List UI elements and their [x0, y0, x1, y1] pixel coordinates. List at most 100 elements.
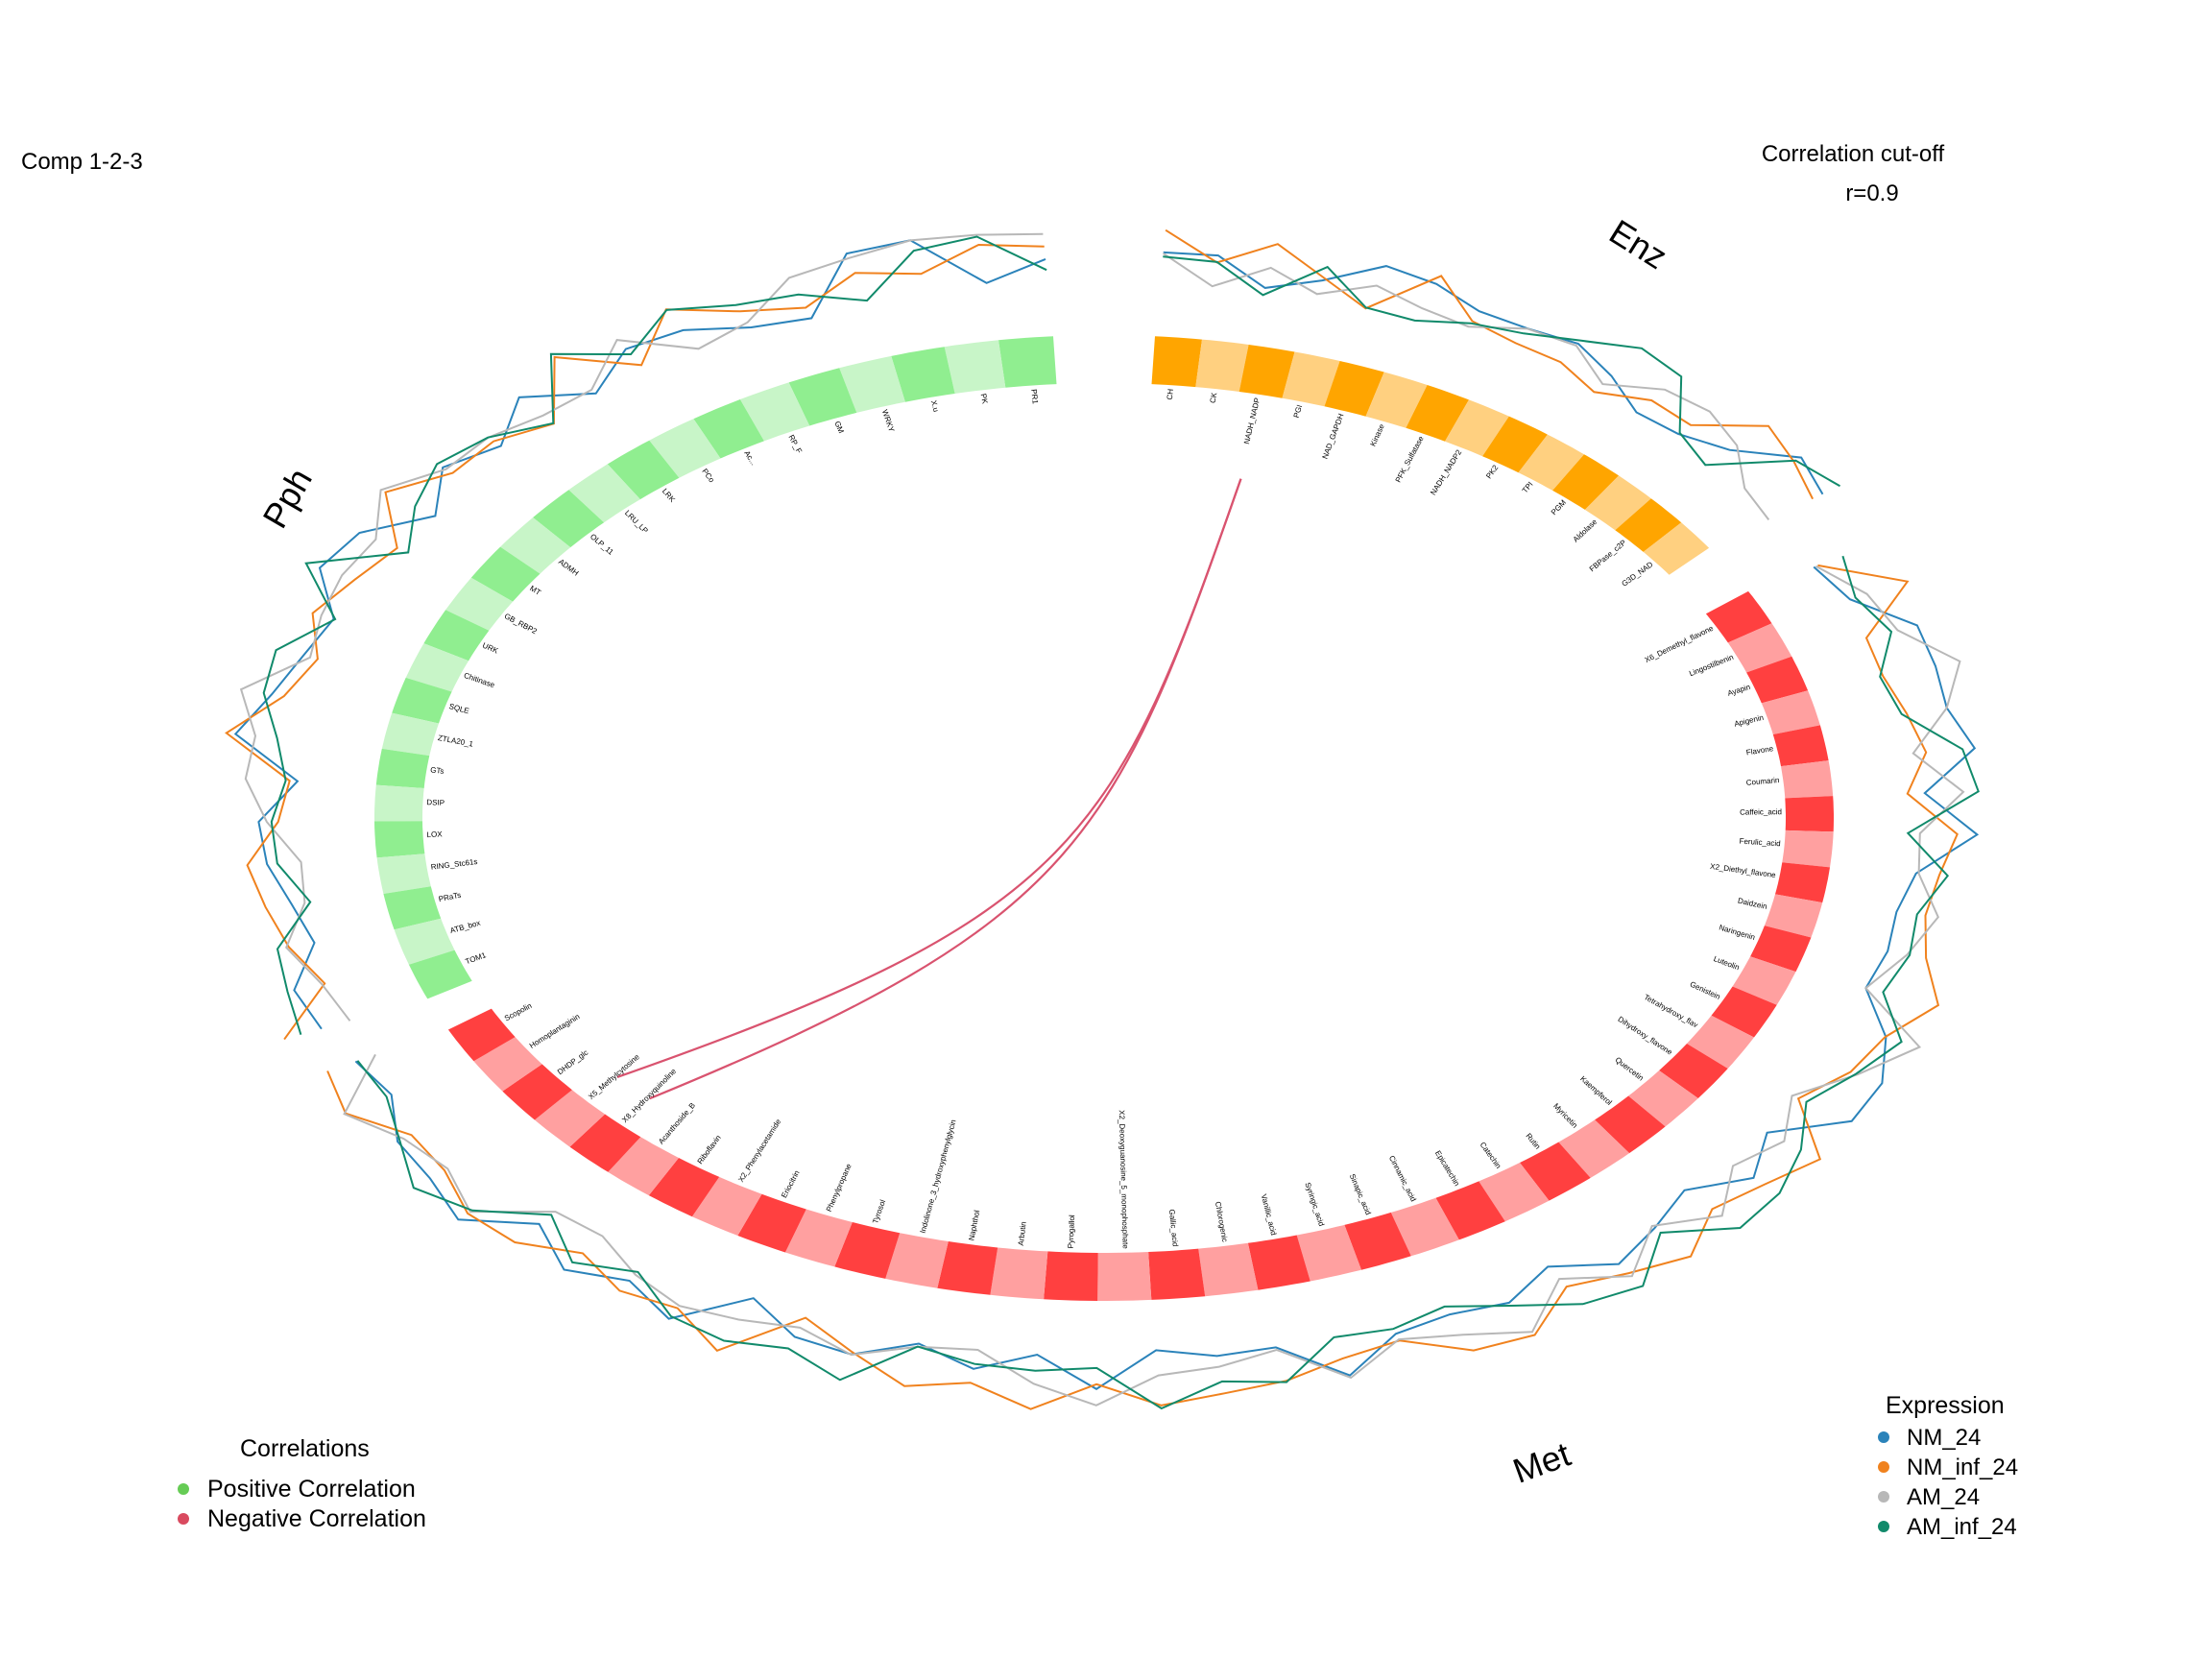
- segment-label: MT: [528, 584, 542, 597]
- group-label-pph: Pph: [254, 462, 320, 535]
- expression-legend-dot: [1878, 1491, 1889, 1503]
- segment-label: CK: [1209, 391, 1219, 403]
- segment-label: Cinnamic_acid: [1387, 1154, 1418, 1203]
- segment-label: Rutin: [1524, 1132, 1542, 1151]
- segment-label: LRU_LP: [623, 509, 650, 536]
- segment-label: Riboflavin: [696, 1134, 723, 1166]
- segment-label: Kinase: [1369, 422, 1387, 447]
- segment-pph-21: [376, 854, 431, 894]
- segment-label: LRK: [661, 487, 677, 504]
- segment-met-26: [1148, 1248, 1206, 1300]
- segment-label: Ayapin: [1726, 683, 1751, 698]
- segment-label: Gallic_acid: [1167, 1209, 1180, 1247]
- segment-label: Luteolin: [1713, 954, 1741, 972]
- segment-label: TPI: [1521, 480, 1535, 494]
- segment-met-37: [608, 1137, 679, 1196]
- segment-label: Caffeic_acid: [1740, 807, 1782, 816]
- segment-met-2: [1746, 656, 1809, 704]
- segment-pph-19: [374, 784, 424, 822]
- segment-label: Quercetin: [1614, 1055, 1646, 1082]
- segment-pph-5: [739, 382, 810, 442]
- segment-enz-0: [1151, 336, 1202, 388]
- segment-label: Tyrosol: [871, 1198, 887, 1225]
- segment-label: X8_Hydroxyquinoline: [620, 1067, 678, 1124]
- segment-enz-10: [1552, 454, 1620, 510]
- segment-pph-9: [568, 464, 640, 523]
- segment-met-18: [1520, 1142, 1591, 1201]
- segment-label: Daidzein: [1737, 897, 1767, 911]
- segment-label: Genistein: [1689, 980, 1721, 1001]
- segment-met-14: [1659, 1044, 1728, 1098]
- segment-enz-11: [1584, 475, 1651, 531]
- segment-label: DHDP_glc: [556, 1048, 589, 1076]
- segment-label: Vanillic_acid: [1260, 1193, 1279, 1237]
- correlation-legend-label: Negative Correlation: [207, 1505, 426, 1532]
- segment-label: X2_Diethyl_flavone: [1710, 862, 1777, 880]
- segment-met-41: [473, 1037, 542, 1092]
- segment-met-32: [834, 1222, 901, 1279]
- segment-label: LOX: [426, 830, 443, 839]
- segment-label: Naphthol: [967, 1210, 981, 1241]
- segment-label: Aldolase: [1572, 517, 1599, 544]
- segment-label: PK: [979, 393, 990, 405]
- segment-label: Indolinone_3_hydroxyphenylglycin: [919, 1118, 958, 1234]
- segment-enz-5: [1365, 372, 1428, 428]
- segment-ring: PR1 PK X.u WRKY GM RP_F Ac... PCo LRK LRU_LP OLP_1…: [374, 336, 1834, 1301]
- expression-legend-label: NM_inf_24: [1907, 1455, 2018, 1480]
- segment-met-10: [1750, 926, 1812, 973]
- segment-met-16: [1595, 1095, 1666, 1154]
- segment-label: Arbutin: [1017, 1221, 1028, 1246]
- expression-line-nm-inf-24: [225, 243, 1045, 1041]
- segment-met-25: [1198, 1242, 1259, 1297]
- segment-enz-12: [1615, 498, 1682, 552]
- expression-line-am-inf-24: [356, 555, 1980, 1410]
- segment-met-15: [1628, 1070, 1698, 1127]
- segment-pph-10: [533, 490, 605, 548]
- expression-line-am-24: [239, 232, 1044, 1022]
- segment-label: NAD_GAPDH: [1321, 412, 1346, 460]
- segment-pph-12: [470, 546, 541, 602]
- segment-label: ATB_box: [449, 919, 482, 935]
- segment-label: X5_Methylcytosine: [587, 1052, 641, 1101]
- expression-line-am-inf-24: [1163, 255, 1840, 488]
- segment-pph-17: [381, 712, 439, 757]
- segment-pph-24: [408, 950, 472, 999]
- segment-pph-7: [649, 419, 721, 478]
- segment-enz-2: [1238, 345, 1295, 398]
- segment-met-0: [1705, 590, 1772, 643]
- expression-legend-dot: [1878, 1521, 1889, 1532]
- segment-pph-14: [423, 610, 490, 661]
- segment-enz-4: [1324, 361, 1384, 417]
- segment-pph-8: [607, 440, 680, 500]
- expression-line-nm-inf-24: [326, 564, 1959, 1410]
- segment-label: FBPase_c2P: [1588, 539, 1628, 574]
- segment-pph-15: [405, 643, 469, 692]
- expression-legend-label: AM_inf_24: [1907, 1514, 2017, 1540]
- segment-met-28: [1044, 1251, 1098, 1301]
- segment-met-35: [691, 1176, 762, 1236]
- segment-enz-3: [1282, 351, 1340, 407]
- segment-pph-13: [445, 577, 514, 631]
- segment-met-4: [1772, 725, 1829, 767]
- correlation-legend-title: Correlations: [240, 1435, 370, 1462]
- segment-label: PGI: [1292, 404, 1305, 420]
- segment-label: GM: [832, 420, 846, 435]
- segment-met-17: [1558, 1119, 1630, 1178]
- cutoff-title: Correlation cut-off: [1762, 141, 1945, 167]
- segment-pph-0: [998, 336, 1057, 388]
- segment-met-3: [1761, 690, 1820, 734]
- segment-met-1: [1727, 623, 1792, 673]
- segment-label: X2_Phenylacetamide: [736, 1118, 782, 1184]
- expression-legend-label: NM_24: [1907, 1425, 1981, 1451]
- correlation-legend-dot: [178, 1483, 189, 1495]
- segment-met-11: [1732, 956, 1796, 1005]
- segment-label: PCo: [700, 467, 716, 484]
- segment-enz-13: [1643, 522, 1710, 575]
- segment-enz-8: [1482, 416, 1548, 473]
- segment-label: X.u: [929, 399, 941, 413]
- segment-label: Sinapic_acid: [1348, 1172, 1373, 1215]
- segment-pph-3: [839, 355, 905, 413]
- segment-label: Chlorogenic: [1214, 1201, 1229, 1243]
- segment-label: Myricetin: [1551, 1101, 1579, 1129]
- segment-label: CH: [1166, 388, 1175, 400]
